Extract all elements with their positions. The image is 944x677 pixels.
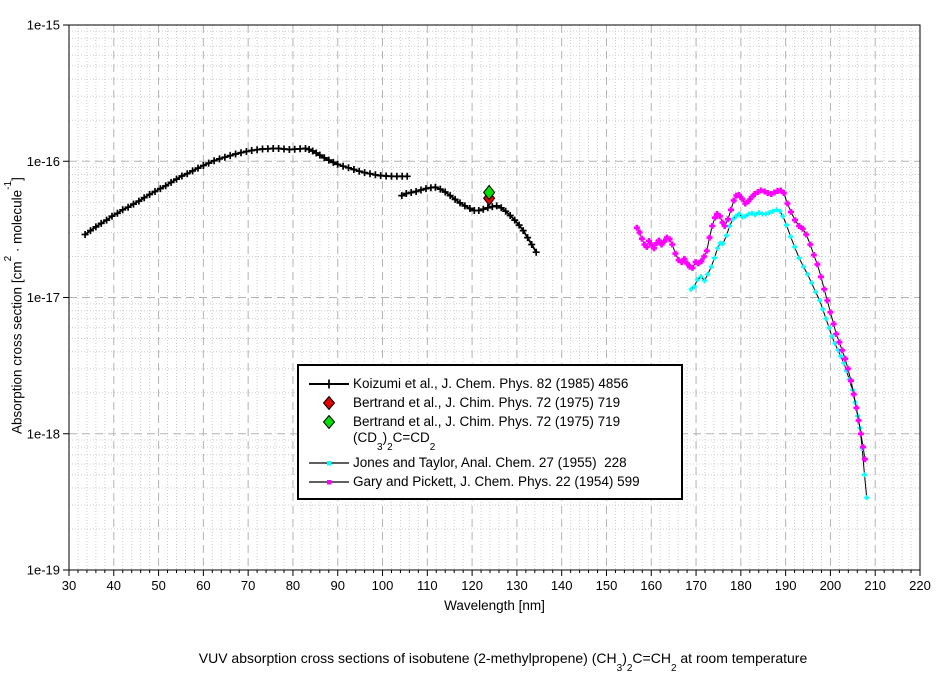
chart-title: VUV absorption cross sections of isobute… — [198, 650, 808, 674]
line-magenta-dot-icon — [307, 475, 353, 489]
legend-entry-bertrand-red: Bertrand et al., J. Chim. Phys. 72 (1975… — [307, 393, 673, 412]
svg-text:40: 40 — [107, 578, 121, 593]
svg-text:120: 120 — [461, 578, 483, 593]
svg-text:190: 190 — [775, 578, 797, 593]
svg-text:140: 140 — [551, 578, 573, 593]
series-0 — [81, 145, 540, 256]
svg-text:160: 160 — [640, 578, 662, 593]
svg-text:170: 170 — [685, 578, 707, 593]
legend-entry-jones: Jones and Taylor, Anal. Chem. 27 (1955) … — [307, 453, 673, 472]
svg-text:70: 70 — [241, 578, 255, 593]
svg-text:130: 130 — [506, 578, 528, 593]
legend-box: Koizumi et al., J. Chem. Phys. 82 (1985)… — [297, 364, 683, 500]
line-cyan-dot-icon — [307, 456, 353, 470]
legend-entry-koizumi: Koizumi et al., J. Chem. Phys. 82 (1985)… — [307, 374, 673, 393]
red-diamond-icon — [307, 395, 353, 411]
legend-label-formula: (CD3)2C=CD2 — [353, 430, 436, 453]
svg-text:100: 100 — [372, 578, 394, 593]
legend-entry-bertrand-green: Bertrand et al., J. Chim. Phys. 72 (1975… — [307, 412, 673, 431]
svg-text:210: 210 — [864, 578, 886, 593]
legend-label: Koizumi et al., J. Chem. Phys. 82 (1985)… — [353, 376, 629, 391]
axis-ticks — [63, 24, 921, 576]
legend-label: Gary and Pickett, J. Chem. Phys. 22 (195… — [353, 474, 640, 489]
legend-label: Jones and Taylor, Anal. Chem. 27 (1955) … — [353, 455, 627, 470]
green-diamond-icon — [307, 414, 353, 430]
series-4 — [633, 187, 868, 463]
svg-text:110: 110 — [417, 578, 438, 593]
legend-label: Bertrand et al., J. Chim. Phys. 72 (1975… — [353, 395, 621, 410]
svg-text:220: 220 — [909, 578, 931, 593]
plot-area: 30 40 50 60 70 80 90 100 110 120 130 140 150 160 170 18… — [27, 18, 931, 594]
svg-text:90: 90 — [331, 578, 345, 593]
svg-text:180: 180 — [730, 578, 752, 593]
svg-text:1e-15: 1e-15 — [27, 18, 60, 33]
series-3 — [688, 207, 870, 501]
x-axis-title: Wavelength [nm] — [444, 598, 545, 613]
line-plus-icon — [307, 377, 353, 391]
svg-text:150: 150 — [596, 578, 618, 593]
svg-text:1e-19: 1e-19 — [27, 563, 60, 578]
svg-text:1e-18: 1e-18 — [27, 426, 60, 441]
axis-tick-labels: 30 40 50 60 70 80 90 100 110 120 130 140 150 160 170 18… — [27, 18, 931, 594]
legend-entry-bertrand-green-formula: (CD3)2C=CD2 — [307, 430, 673, 453]
grid-major — [69, 25, 920, 570]
svg-text:200: 200 — [820, 578, 842, 593]
svg-text:80: 80 — [286, 578, 300, 593]
svg-text:60: 60 — [196, 578, 210, 593]
svg-text:50: 50 — [151, 578, 165, 593]
svg-text:1e-16: 1e-16 — [27, 154, 60, 169]
legend-label: Bertrand et al., J. Chim. Phys. 72 (1975… — [353, 414, 621, 429]
grid-minor — [69, 25, 920, 570]
svg-text:1e-17: 1e-17 — [27, 290, 60, 305]
series-2 — [482, 184, 496, 201]
legend-entry-gary: Gary and Pickett, J. Chem. Phys. 22 (195… — [307, 472, 673, 491]
svg-text:30: 30 — [62, 578, 76, 593]
y-axis-title: Absorption cross section [cm2 · molecule… — [3, 177, 25, 434]
